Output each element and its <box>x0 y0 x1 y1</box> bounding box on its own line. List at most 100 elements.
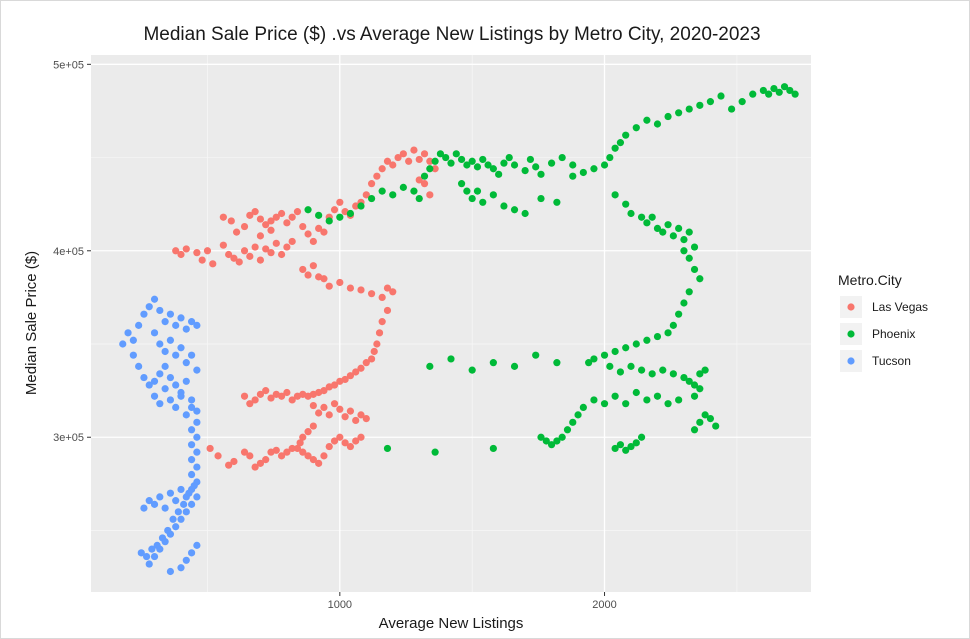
point-phoenix <box>532 163 540 171</box>
point-tucson <box>166 396 175 404</box>
point-phoenix <box>706 414 715 423</box>
point-tucson <box>182 556 190 564</box>
point-las-vegas <box>352 368 360 376</box>
point-phoenix <box>669 321 677 329</box>
point-las-vegas <box>251 243 259 251</box>
point-phoenix <box>325 217 333 225</box>
point-tucson <box>193 407 201 415</box>
point-phoenix <box>484 161 492 169</box>
point-las-vegas <box>378 293 386 301</box>
point-las-vegas <box>362 414 370 423</box>
point-tucson <box>150 392 159 400</box>
point-phoenix <box>653 224 662 233</box>
point-phoenix <box>727 105 736 113</box>
point-las-vegas <box>336 377 344 385</box>
y-axis-title: Median Sale Price ($) <box>23 251 40 395</box>
point-phoenix <box>632 388 640 397</box>
y-axis-ticks: 3e+05 4e+05 5e+05 <box>53 59 91 444</box>
point-tucson <box>124 329 132 337</box>
point-phoenix <box>447 355 455 363</box>
point-las-vegas <box>219 241 227 249</box>
point-tucson <box>129 351 137 359</box>
point-las-vegas <box>330 437 339 445</box>
point-tucson <box>182 325 190 333</box>
point-tucson <box>156 493 164 501</box>
point-phoenix <box>542 437 550 445</box>
point-tucson <box>161 504 169 512</box>
point-las-vegas <box>299 265 307 274</box>
point-las-vegas <box>283 219 291 227</box>
point-las-vegas <box>251 463 259 471</box>
point-phoenix <box>473 187 482 195</box>
point-phoenix <box>399 183 407 191</box>
point-las-vegas <box>240 222 249 231</box>
point-tucson <box>140 504 148 512</box>
point-las-vegas <box>251 208 259 216</box>
point-tucson <box>193 366 201 374</box>
point-tucson <box>161 347 169 356</box>
point-las-vegas <box>309 262 317 270</box>
point-phoenix <box>622 200 630 208</box>
point-las-vegas <box>256 459 265 467</box>
point-phoenix <box>685 105 693 113</box>
point-phoenix <box>357 202 365 210</box>
point-phoenix <box>452 150 460 158</box>
point-phoenix <box>616 368 625 376</box>
point-las-vegas <box>256 390 265 398</box>
point-tucson <box>177 564 185 572</box>
point-phoenix <box>738 98 746 106</box>
point-phoenix <box>553 198 561 206</box>
point-phoenix <box>442 153 450 162</box>
point-las-vegas <box>336 433 344 441</box>
point-las-vegas <box>209 260 217 268</box>
point-phoenix <box>765 90 773 98</box>
point-phoenix <box>579 168 587 177</box>
legend-swatch-las-vegas <box>847 303 855 311</box>
point-las-vegas <box>309 422 317 430</box>
point-phoenix <box>510 362 519 370</box>
point-las-vegas <box>431 165 439 173</box>
point-phoenix <box>378 187 386 195</box>
point-tucson <box>182 411 190 419</box>
point-las-vegas <box>262 245 270 253</box>
point-phoenix <box>590 396 598 404</box>
point-las-vegas <box>325 282 333 290</box>
point-las-vegas <box>378 318 386 326</box>
point-las-vegas <box>415 155 423 164</box>
point-tucson <box>177 515 185 523</box>
point-phoenix <box>547 441 556 449</box>
point-phoenix <box>712 422 720 430</box>
point-las-vegas <box>198 256 206 264</box>
point-phoenix <box>680 247 688 255</box>
legend: Metro.City Las Vegas Phoenix Tucson <box>838 272 928 372</box>
point-las-vegas <box>352 416 360 425</box>
point-phoenix <box>468 366 476 374</box>
point-las-vegas <box>341 413 349 421</box>
point-phoenix <box>611 144 619 152</box>
point-phoenix <box>600 161 609 169</box>
point-las-vegas <box>267 394 275 402</box>
point-phoenix <box>304 206 312 214</box>
point-phoenix <box>336 213 344 221</box>
point-phoenix <box>526 155 535 164</box>
point-phoenix <box>431 157 439 165</box>
point-phoenix <box>791 90 799 98</box>
point-tucson <box>153 541 161 549</box>
point-phoenix <box>463 161 471 169</box>
point-las-vegas <box>256 256 265 264</box>
point-phoenix <box>600 400 609 408</box>
point-phoenix <box>643 336 651 344</box>
point-las-vegas <box>240 247 249 255</box>
point-tucson <box>193 493 201 501</box>
point-las-vegas <box>256 232 265 240</box>
point-las-vegas <box>309 237 317 246</box>
point-tucson <box>190 482 198 490</box>
point-phoenix <box>637 366 646 374</box>
point-phoenix <box>637 433 646 441</box>
point-tucson <box>142 552 151 561</box>
legend-swatch-tucson <box>847 357 855 365</box>
point-las-vegas <box>262 456 270 464</box>
point-phoenix <box>643 396 651 404</box>
point-tucson <box>174 508 182 516</box>
point-las-vegas <box>383 284 392 292</box>
